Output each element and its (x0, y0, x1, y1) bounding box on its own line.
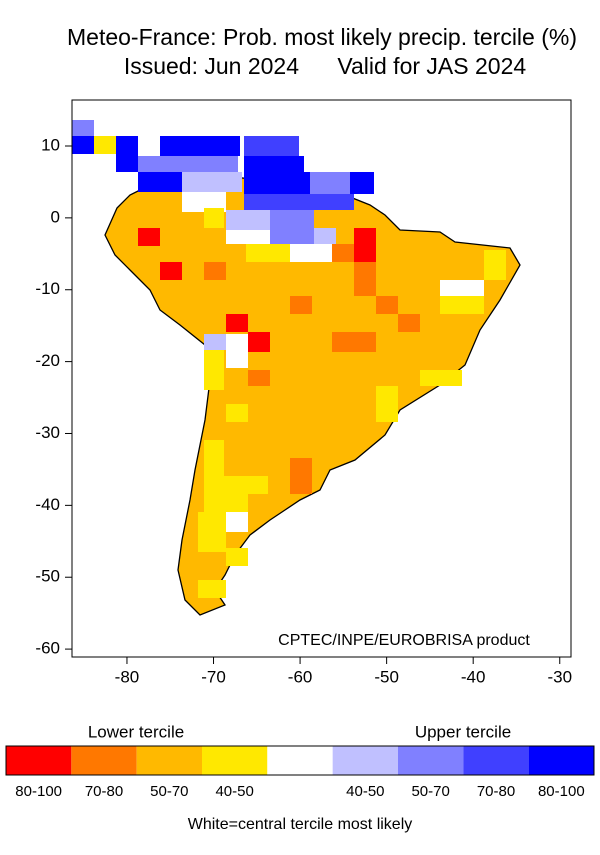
cell (138, 228, 160, 246)
y-tick-label: 10 (41, 135, 60, 154)
y-tick-label: -60 (35, 639, 60, 658)
cell (204, 262, 226, 280)
cell (182, 192, 226, 212)
cell (376, 296, 398, 314)
cell (160, 136, 240, 156)
cell (204, 476, 268, 494)
legend-label: 70-80 (477, 783, 515, 800)
cell (226, 512, 248, 532)
x-tick-label: -30 (547, 667, 572, 686)
legend-label: 80-100 (538, 783, 585, 800)
cell (116, 136, 138, 172)
legend-label: 50-70 (150, 783, 188, 800)
legend-frame (5, 745, 595, 776)
cell (226, 314, 248, 332)
cell (290, 244, 332, 262)
x-tick-label: -50 (374, 667, 399, 686)
cell (484, 250, 506, 280)
title-line: Meteo-France: Prob. most likely precip. … (67, 24, 577, 50)
legend-label: 40-50 (215, 783, 253, 800)
legend-swatch (528, 746, 594, 775)
legend-swatch (463, 746, 529, 775)
cell (226, 334, 248, 368)
cell (248, 370, 270, 386)
cell (310, 172, 350, 194)
map-area: CPTEC/INPE/EUROBRISA product (71, 99, 572, 658)
legend-swatch (6, 746, 72, 775)
cell (204, 440, 224, 476)
legend-swatch (332, 746, 398, 775)
legend-label: 40-50 (346, 783, 384, 800)
x-tick-label: -70 (201, 667, 226, 686)
cell (182, 172, 242, 192)
cell (198, 512, 226, 552)
legend-title: Lower tercile (88, 722, 184, 741)
legend: Lower tercile Upper tercile White=centra… (5, 722, 595, 833)
x-tick-label: -60 (288, 667, 313, 686)
cell (94, 136, 116, 154)
cell (244, 156, 304, 176)
legend-label: 80-100 (15, 783, 62, 800)
y-tick-label: 0 (51, 207, 60, 226)
cell (204, 350, 224, 390)
cell (354, 228, 376, 262)
cell (440, 296, 484, 314)
legend-swatch (136, 746, 202, 775)
cell (332, 332, 376, 352)
credit: CPTEC/INPE/EUROBRISA product (278, 632, 530, 649)
cell (244, 194, 354, 210)
legend-title: Upper tercile (415, 722, 511, 741)
cell (226, 548, 248, 566)
y-tick-label: -40 (35, 495, 60, 514)
cell (248, 332, 270, 352)
y-tick-label: -20 (35, 351, 60, 370)
cell (354, 262, 376, 296)
cell (138, 172, 182, 192)
legend-label: 50-70 (411, 783, 449, 800)
title-line: Issued: Jun 2024 Valid for JAS 2024 (124, 53, 527, 79)
cell (398, 314, 420, 332)
y-tick-label: -30 (35, 423, 60, 442)
x-tick-label: -80 (115, 667, 140, 686)
map-frame (71, 99, 572, 658)
cell (204, 494, 248, 514)
cells (72, 120, 506, 598)
legend-swatch-white (267, 746, 333, 775)
axes: -80 -70 -60 -50 -40 -30 -60 -50 -40 -30 -20 -10 0 10 (35, 135, 572, 686)
cell (244, 136, 299, 156)
cell (440, 280, 484, 296)
cell (376, 386, 398, 422)
cell (72, 120, 94, 136)
cell (226, 230, 270, 244)
x-tick-label: -40 (461, 667, 486, 686)
cell (160, 262, 182, 280)
cell (314, 228, 336, 244)
legend-swatch (202, 746, 268, 775)
cell (226, 404, 248, 422)
cell (204, 334, 226, 350)
cell (290, 296, 312, 314)
y-tick-label: -50 (35, 567, 60, 586)
legend-swatch (71, 746, 137, 775)
legend-swatch (398, 746, 464, 775)
cell (332, 244, 354, 262)
cell (246, 244, 290, 262)
legend-label: 70-80 (85, 783, 123, 800)
y-tick-label: -10 (35, 279, 60, 298)
cell (290, 458, 312, 494)
cell (198, 580, 226, 598)
legend-note: White=central tercile most likely (188, 816, 413, 833)
cell (420, 370, 462, 386)
cell (204, 208, 224, 228)
cell (270, 210, 314, 244)
cell (138, 156, 238, 176)
cell (244, 172, 374, 194)
